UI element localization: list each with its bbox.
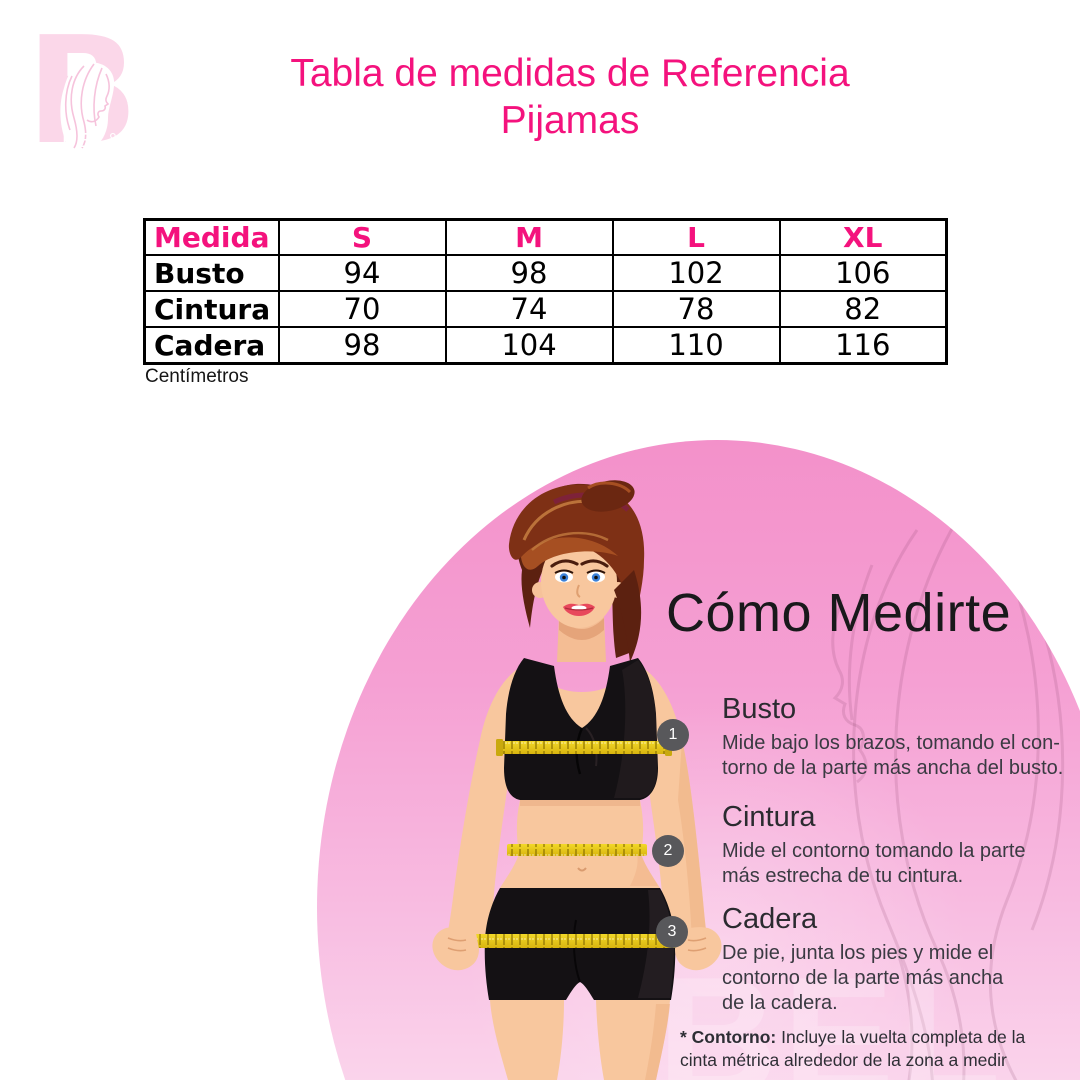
step-cintura: Cintura Mide el contorno tomando la part…: [722, 802, 1078, 889]
column-header-xl: XL: [778, 218, 948, 256]
legs: [490, 1000, 670, 1080]
step-busto: Busto Mide bajo los brazos, tomando el c…: [722, 694, 1078, 781]
cell-cintura-m: 74: [444, 290, 614, 328]
contorno-footnote: * Contorno: Incluye la vuelta completa d…: [680, 1026, 1080, 1072]
cell-cintura-s: 70: [277, 290, 447, 328]
cell-busto-xl: 106: [778, 254, 948, 292]
step-cintura-title: Cintura: [722, 801, 816, 833]
cell-busto-m: 98: [444, 254, 614, 292]
column-header-medida: Medida: [143, 218, 280, 256]
step-busto-description: Mide bajo los brazos, tomando el con- to…: [722, 732, 1064, 779]
hair-front: [508, 480, 645, 662]
step-3-badge: 3: [656, 916, 688, 948]
footnote-term: * Contorno:: [680, 1027, 777, 1047]
title-line-2: Pijamas: [500, 99, 640, 142]
bust-tape: [496, 739, 672, 756]
row-label: Busto: [143, 254, 280, 292]
page-title: Tabla de medidas de Referencia Pijamas: [60, 50, 1080, 144]
guide-panel-circle: BEL: [317, 440, 1080, 1080]
watermark-face-art: [831, 519, 1065, 1080]
cell-busto-l: 102: [611, 254, 781, 292]
cell-cadera-l: 110: [611, 326, 781, 365]
waist-tape: [507, 844, 647, 856]
step-cadera-title: Cadera: [722, 903, 818, 935]
brand-logo: B BEL°: [26, 17, 146, 167]
row-label: Cadera: [143, 326, 280, 365]
cell-busto-s: 94: [277, 254, 447, 292]
table-row-cintura: Cintura 70 74 78 82: [143, 290, 948, 328]
table-row-cadera: Cadera 98 104 110 116: [143, 326, 948, 365]
step-1-badge: 1: [657, 719, 689, 751]
step-cintura-description: Mide el contorno tomando la parte más es…: [722, 840, 1026, 887]
sports-bra: [504, 658, 658, 800]
size-table: Medida S M L XL Busto 94 98 102 106 Cint…: [143, 218, 948, 365]
logo-wordmark: BEL°: [62, 130, 120, 152]
column-header-s: S: [277, 218, 447, 256]
title-line-1: Tabla de medidas de Referencia: [290, 52, 850, 95]
step-busto-title: Busto: [722, 693, 797, 725]
column-header-l: L: [611, 218, 781, 256]
cell-cadera-xl: 116: [778, 326, 948, 365]
unit-note: Centímetros: [145, 366, 249, 387]
row-label: Cintura: [143, 290, 280, 328]
neck: [557, 615, 606, 662]
table-row-busto: Busto 94 98 102 106: [143, 254, 948, 292]
step-cadera: Cadera De pie, junta los pies y mide el …: [722, 904, 1078, 1016]
table-header-row: Medida S M L XL: [143, 218, 948, 256]
step-cadera-description: De pie, junta los pies y mide el contorn…: [722, 942, 1004, 1014]
watermark-wordmark: BEL: [657, 942, 1005, 1080]
cell-cadera-s: 98: [277, 326, 447, 365]
logo-face-icon: [60, 62, 115, 152]
step-2-badge: 2: [652, 835, 684, 867]
cell-cadera-m: 104: [444, 326, 614, 365]
cell-cintura-xl: 82: [778, 290, 948, 328]
footnote-text: Incluye la vuelta completa de la cinta m…: [680, 1027, 1026, 1070]
column-header-m: M: [444, 218, 614, 256]
cell-cintura-l: 78: [611, 290, 781, 328]
guide-heading: Cómo Medirte: [666, 583, 1012, 643]
woman-figure-illustration: [432, 480, 722, 1080]
